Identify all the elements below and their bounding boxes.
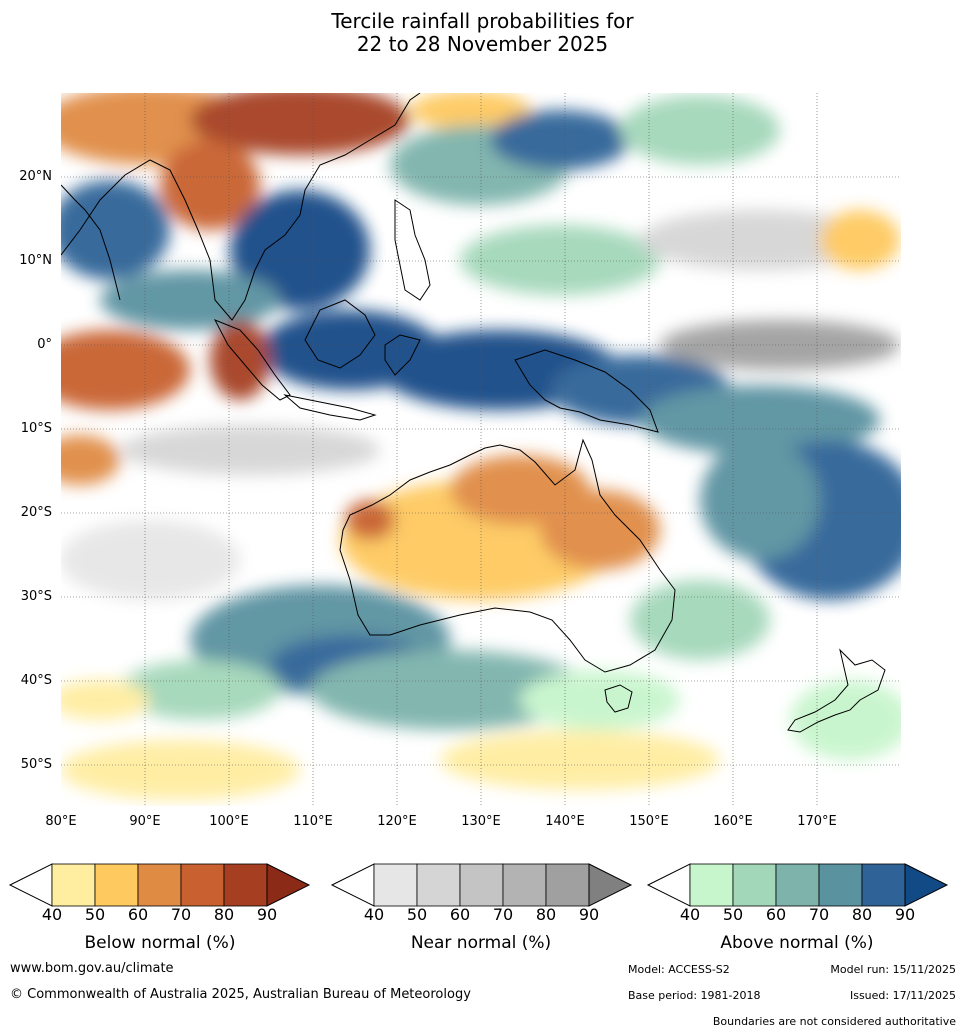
- tasmania-outline: [604, 684, 633, 713]
- sumatra-outline: [213, 319, 291, 401]
- probability-field: [61, 93, 901, 806]
- colorbar-near-bin-50: [416, 863, 461, 907]
- title-line-2: 22 to 28 November 2025: [356, 32, 609, 56]
- lon-label-90e: 90°E: [129, 814, 161, 829]
- near-tick-60: 60: [449, 905, 471, 924]
- near-tick-50: 50: [406, 905, 428, 924]
- below-tick-80: 80: [213, 905, 235, 924]
- lon-label-120e: 120°E: [377, 814, 417, 829]
- lat-label-10s: 10°S: [20, 421, 52, 436]
- lon-label-100e: 100°E: [209, 814, 249, 829]
- colorbar-near-bin-40: [373, 863, 418, 907]
- colorbar-above-upper-extend: [904, 863, 949, 907]
- above-tick-50: 50: [722, 905, 744, 924]
- colorbar-above-bin-40: [689, 863, 734, 907]
- title-line-1: Tercile rainfall probabilities for: [331, 9, 634, 33]
- above-tick-70: 70: [808, 905, 830, 924]
- colorbar-below-bin-50: [94, 863, 139, 907]
- near-tick-40: 40: [363, 905, 385, 924]
- lon-label-150e: 150°E: [629, 814, 669, 829]
- above-tick-80: 80: [851, 905, 873, 924]
- borneo-outline: [304, 299, 376, 369]
- lon-label-110e: 110°E: [293, 814, 333, 829]
- near-tick-90: 90: [578, 905, 600, 924]
- near-tick-80: 80: [535, 905, 557, 924]
- lon-label-130e: 130°E: [461, 814, 501, 829]
- colorbar-below-normal: [8, 863, 311, 907]
- australia-outline: [339, 438, 676, 673]
- lat-label-20n: 20°N: [19, 169, 52, 184]
- copyright-notice: © Commonwealth of Australia 2025, Austra…: [10, 987, 471, 1002]
- above-tick-60: 60: [765, 905, 787, 924]
- philippines-outline: [394, 199, 431, 301]
- mainland-asia-outline: [61, 93, 421, 321]
- near-normal-title: Near normal (%): [410, 933, 552, 953]
- colorbar-above-bin-70: [818, 863, 863, 907]
- model-run-date: Model run: 15/11/2025: [830, 963, 956, 976]
- below-tick-50: 50: [84, 905, 106, 924]
- below-tick-40: 40: [41, 905, 63, 924]
- colorbar-above-lower-extend: [646, 863, 691, 907]
- sulawesi-outline: [384, 334, 421, 376]
- map-title: Tercile rainfall probabilities for 22 to…: [0, 10, 965, 56]
- india-outline: [61, 184, 121, 301]
- colorbar-above-bin-60: [775, 863, 820, 907]
- model-info: Model: ACCESS-S2: [628, 963, 730, 976]
- base-period: Base period: 1981-2018: [628, 989, 761, 1002]
- java-outline: [283, 394, 377, 421]
- lon-label-170e: 170°E: [797, 814, 837, 829]
- issued-date: Issued: 17/11/2025: [849, 989, 956, 1002]
- colorbar-below-bin-70: [180, 863, 225, 907]
- near-tick-70: 70: [492, 905, 514, 924]
- boundary-disclaimer: Boundaries are not considered authoritat…: [712, 1015, 956, 1028]
- above-tick-40: 40: [679, 905, 701, 924]
- below-tick-60: 60: [127, 905, 149, 924]
- new-guinea-outline: [514, 349, 659, 433]
- colorbar-below-bin-60: [137, 863, 182, 907]
- colorbar-below-bin-80: [223, 863, 268, 907]
- lat-label-30s: 30°S: [20, 589, 52, 604]
- colorbar-above-bin-80: [861, 863, 906, 907]
- lat-label-20s: 20°S: [20, 505, 52, 520]
- new-zealand-outline: [787, 648, 886, 733]
- lat-label-10n: 10°N: [19, 253, 52, 268]
- colorbar-below-upper-extend: [266, 863, 311, 907]
- lat-label-0: 0°: [37, 337, 52, 352]
- coastlines: [61, 93, 886, 733]
- lat-label-40s: 40°S: [20, 673, 52, 688]
- below-normal-title: Below normal (%): [84, 933, 236, 953]
- website-link[interactable]: www.bom.gov.au/climate: [10, 961, 174, 976]
- colorbar-near-lower-extend: [330, 863, 375, 907]
- colorbar-near-upper-extend: [588, 863, 633, 907]
- colorbar-near-bin-70: [502, 863, 547, 907]
- lat-label-50s: 50°S: [20, 757, 52, 772]
- colorbar-near-normal: [330, 863, 633, 907]
- colorbar-below-bin-40: [51, 863, 96, 907]
- colorbar-near-bin-60: [459, 863, 504, 907]
- lon-label-140e: 140°E: [545, 814, 585, 829]
- colorbar-below-lower-extend: [8, 863, 53, 907]
- lon-label-80e: 80°E: [45, 814, 77, 829]
- below-tick-70: 70: [170, 905, 192, 924]
- colorbar-near-bin-80: [545, 863, 590, 907]
- above-tick-90: 90: [894, 905, 916, 924]
- gridlines: [61, 93, 901, 806]
- colorbar-above-bin-50: [732, 863, 777, 907]
- colorbar-above-normal: [646, 863, 949, 907]
- above-normal-title: Above normal (%): [720, 933, 874, 953]
- lon-label-160e: 160°E: [713, 814, 753, 829]
- below-tick-90: 90: [256, 905, 278, 924]
